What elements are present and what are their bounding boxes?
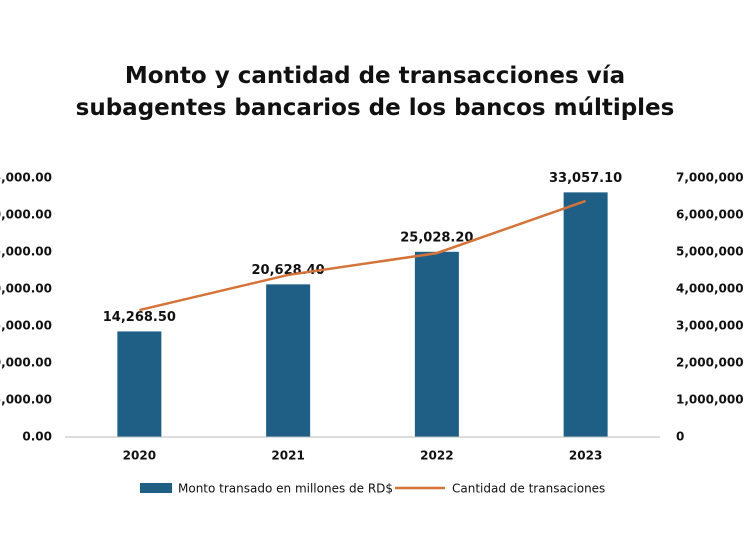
y2-tick-label: 6,000,000 (676, 208, 744, 222)
legend-swatch (140, 483, 172, 493)
y-tick-label: 35,000.00 (0, 171, 52, 185)
data-label: 25,028.20 (400, 230, 473, 245)
legend-label: Cantidad de transaciones (452, 482, 605, 496)
y-tick-label: 0.00 (22, 430, 52, 444)
x-tick-label: 2020 (123, 449, 156, 463)
y2-tick-label: 7,000,000 (676, 171, 744, 185)
y-tick-label: 10,000.00 (0, 356, 52, 370)
y2-tick-label: 5,000,000 (676, 245, 744, 259)
y2-tick-label: 0 (676, 430, 684, 444)
y2-tick-label: 2,000,000 (676, 356, 744, 370)
y-tick-label: 30,000.00 (0, 208, 52, 222)
x-tick-label: 2021 (271, 449, 304, 463)
legend-label: Monto transado en millones de RD$ (178, 482, 393, 496)
bar (266, 284, 311, 437)
bar (563, 192, 608, 437)
bar (117, 331, 162, 437)
x-tick-label: 2022 (420, 449, 453, 463)
line (139, 199, 587, 312)
y2-tick-label: 3,000,000 (676, 319, 744, 333)
y2-tick-label: 1,000,000 (676, 393, 744, 407)
y-tick-label: 5,000.00 (0, 393, 52, 407)
y-tick-label: 25,000.00 (0, 245, 52, 259)
y-tick-label: 15,000.00 (0, 319, 52, 333)
y2-tick-label: 4,000,000 (676, 282, 744, 296)
x-tick-label: 2023 (569, 449, 602, 463)
bar (414, 251, 459, 437)
data-label: 14,268.50 (103, 310, 176, 325)
data-label: 20,628.40 (252, 263, 325, 278)
data-label: 33,057.10 (549, 171, 622, 186)
y-tick-label: 20,000.00 (0, 282, 52, 296)
chart-title: Monto y cantidad de transacciones vía su… (75, 63, 675, 121)
